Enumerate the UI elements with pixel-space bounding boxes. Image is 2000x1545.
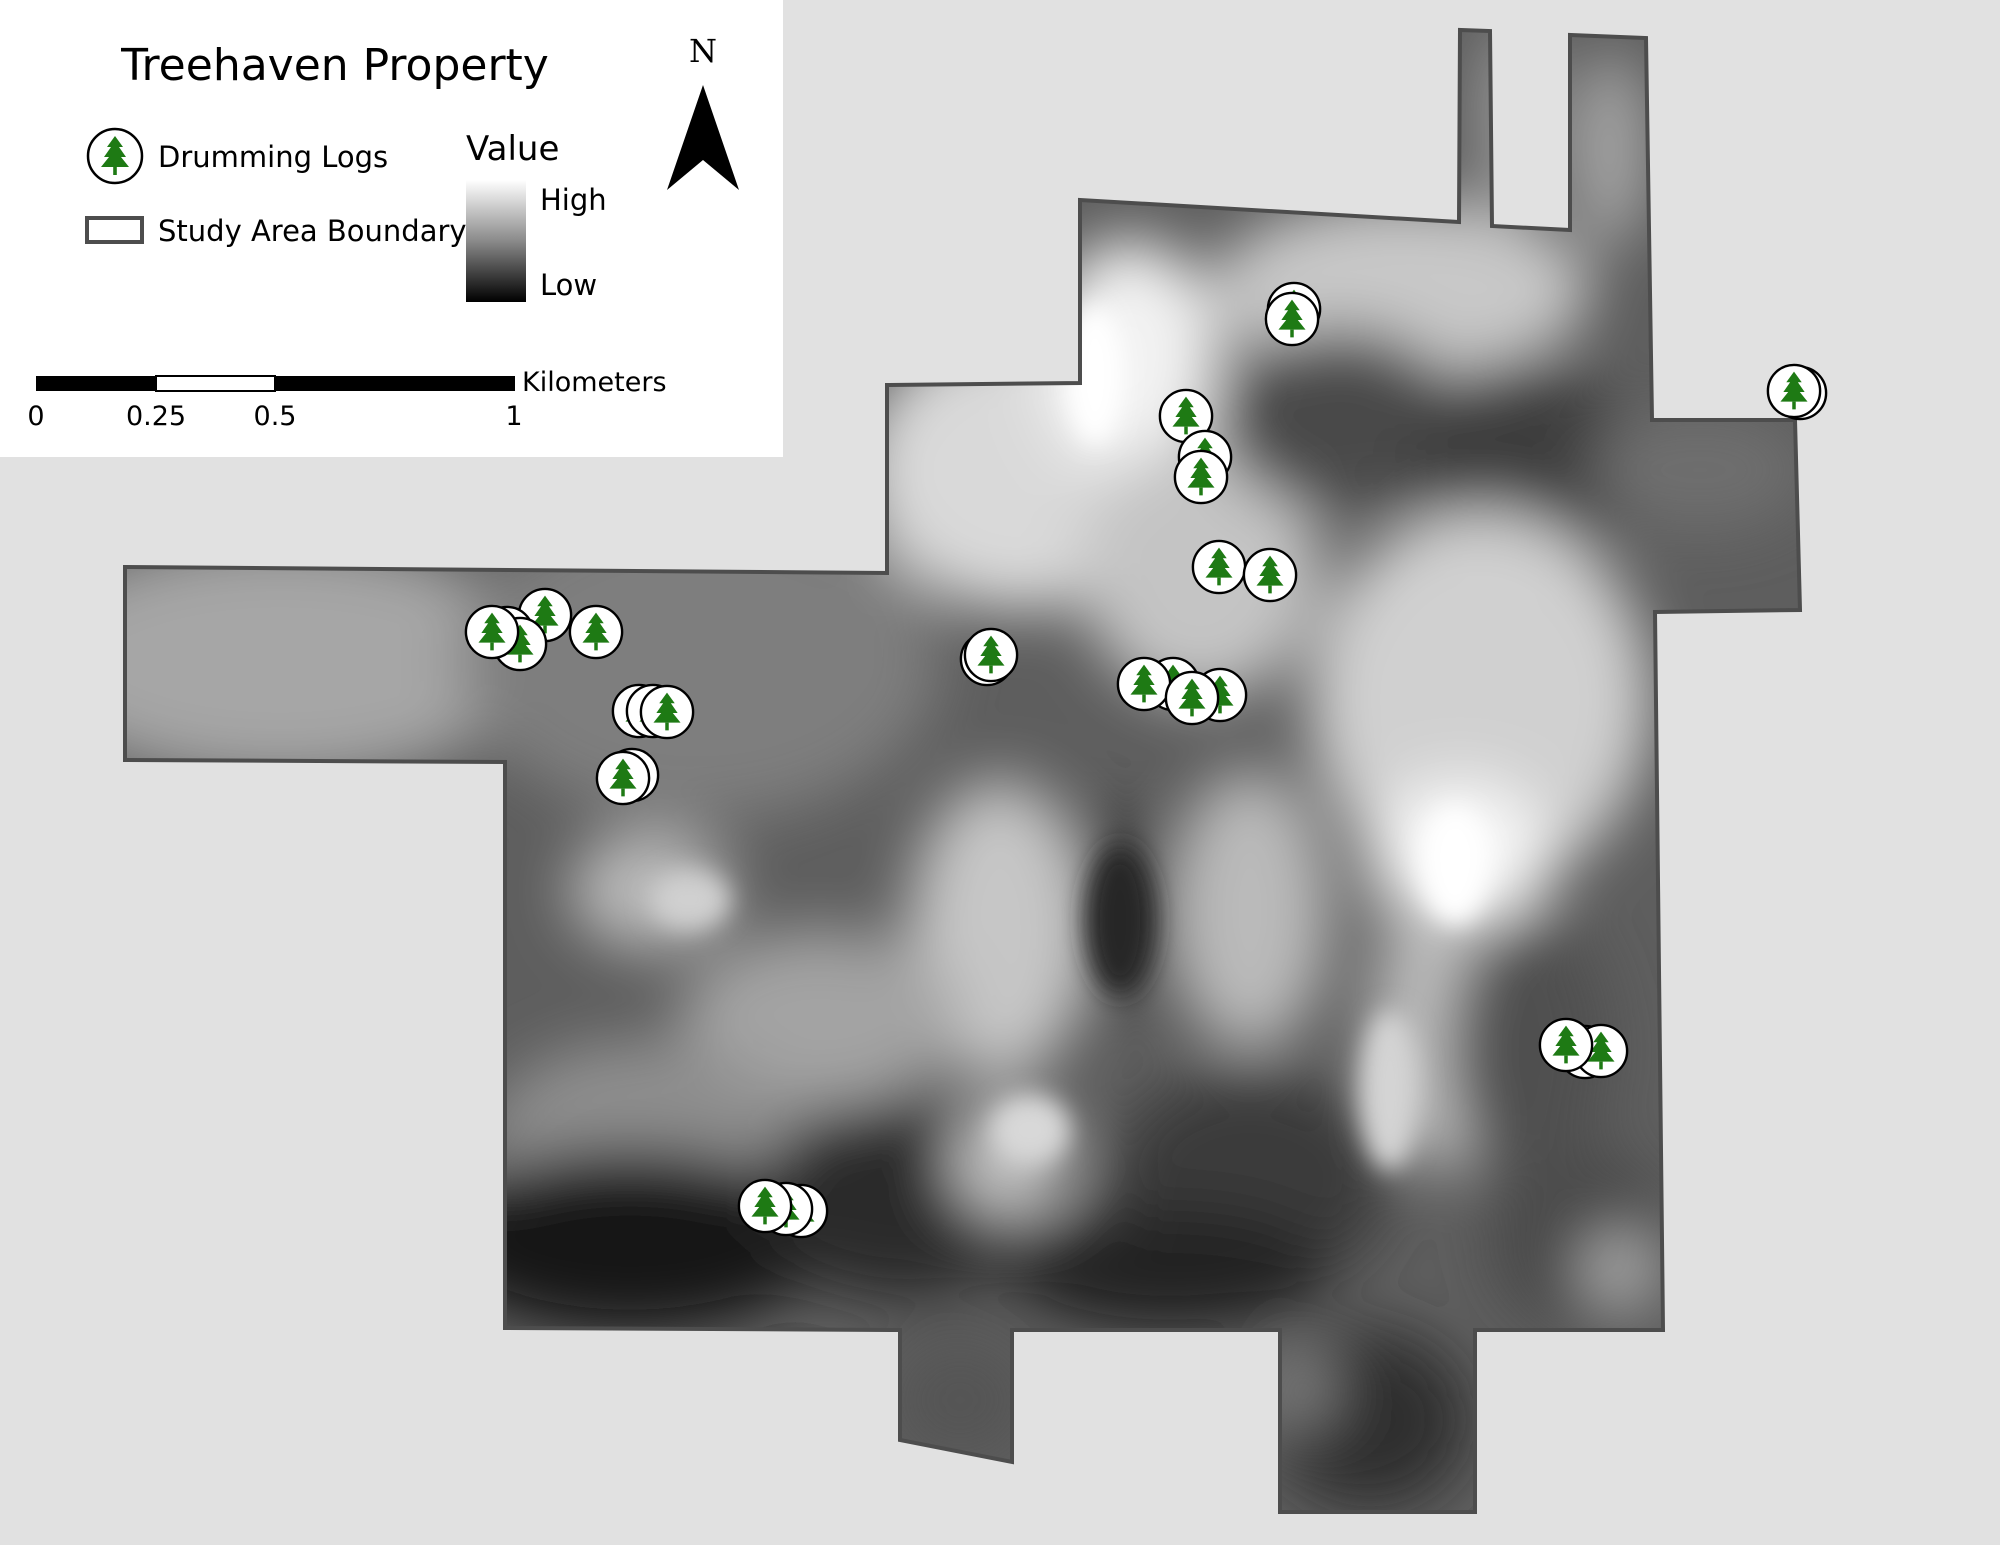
study-area-boundary [123, 27, 1803, 1514]
value-title: Value [466, 129, 559, 169]
drumming-log-marker [1191, 539, 1247, 595]
study-area-label: Study Area Boundary [158, 214, 467, 248]
value-high-label: High [540, 183, 607, 217]
boundary-swatch [85, 216, 144, 244]
scale-tick-label: 0.25 [126, 401, 186, 432]
drumming-log-marker [639, 684, 695, 740]
pine-tree-icon [86, 127, 144, 185]
drumming-log-marker [595, 750, 651, 806]
drumming-log-marker [737, 1178, 793, 1234]
drumming-log-marker [1766, 363, 1822, 419]
scale-tick-label: 0.5 [254, 401, 297, 432]
drumming-log-marker [1538, 1017, 1594, 1073]
scale-tick-label: 0 [27, 401, 44, 432]
drumming-log-marker [963, 627, 1019, 683]
drumming-log-marker [568, 604, 624, 660]
scale-tick-label: 1 [505, 401, 522, 432]
legend-item-study-area: Study Area Boundary [85, 214, 467, 248]
drumming-log-marker [1116, 656, 1172, 712]
scale-unit-label: Kilometers [522, 367, 667, 398]
north-arrow-icon [667, 85, 739, 190]
drumming-log-marker [1242, 547, 1298, 603]
north-arrow: N [667, 32, 739, 190]
legend-item-drumming-logs: Drumming Logs [86, 127, 388, 185]
legend-panel: Treehaven Property Drumming Logs Study A… [0, 0, 783, 457]
north-arrow-label: N [689, 32, 717, 70]
value-low-label: Low [540, 268, 597, 302]
legend-value-ramp: Value High Low [466, 129, 607, 302]
drumming-logs-label: Drumming Logs [158, 140, 388, 174]
drumming-log-marker [1164, 670, 1220, 726]
map-title: Treehaven Property [120, 40, 549, 91]
scale-segment-3 [275, 376, 515, 391]
drumming-log-marker [464, 604, 520, 660]
drumming-log-marker [1264, 291, 1320, 347]
value-gradient-swatch [466, 180, 526, 302]
drumming-log-marker [1173, 449, 1229, 505]
scale-segment-1 [36, 376, 156, 391]
scale-segment-2 [155, 375, 276, 392]
scale-bar: Kilometers 0 0.25 0.5 1 [27, 367, 666, 432]
